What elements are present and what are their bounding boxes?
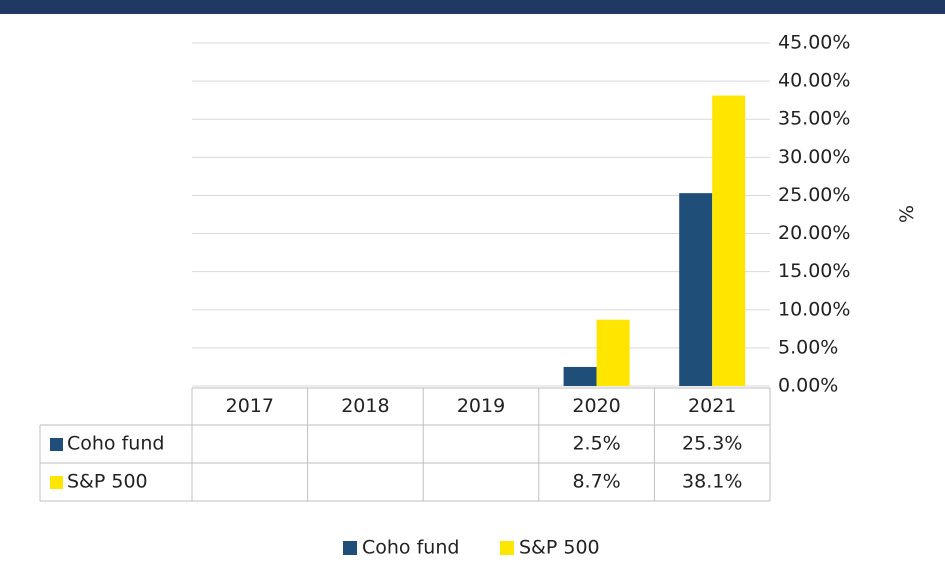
table-cell: 25.3% <box>682 433 742 455</box>
legend-key <box>50 476 63 489</box>
bar <box>679 193 713 386</box>
header-bar <box>0 0 945 14</box>
y-tick-label: 30.00% <box>778 146 850 168</box>
y-tick-label: 15.00% <box>778 260 850 282</box>
x-tick-label: 2021 <box>688 395 736 417</box>
y-tick-label: 5.00% <box>778 336 838 358</box>
legend-key <box>500 541 514 555</box>
table-cell: 2.5% <box>572 433 620 455</box>
y-tick-label: 0.00% <box>778 375 838 397</box>
y-tick-label: 20.00% <box>778 222 850 244</box>
table-row-label: Coho fund <box>67 433 164 455</box>
bar <box>596 319 630 386</box>
y-tick-label: 35.00% <box>778 108 850 130</box>
x-tick-label: 2019 <box>457 395 505 417</box>
table-cell: 38.1% <box>682 471 742 493</box>
y-tick-label: 45.00% <box>778 32 850 54</box>
legend-label: S&P 500 <box>519 537 600 559</box>
legend-key <box>50 438 63 451</box>
y-tick-label: 25.00% <box>778 184 850 206</box>
y-tick-label: 40.00% <box>778 70 850 92</box>
bar <box>712 95 746 387</box>
table-cell: 8.7% <box>572 471 620 493</box>
bar <box>563 366 597 386</box>
y-tick-label: 10.00% <box>778 298 850 320</box>
x-tick-label: 2020 <box>572 395 620 417</box>
legend-label: Coho fund <box>362 537 459 559</box>
x-tick-label: 2017 <box>226 395 274 417</box>
y-axis-label: % <box>895 205 917 223</box>
legend-key <box>343 541 357 555</box>
x-tick-label: 2018 <box>341 395 389 417</box>
table-row-label: S&P 500 <box>67 471 148 493</box>
